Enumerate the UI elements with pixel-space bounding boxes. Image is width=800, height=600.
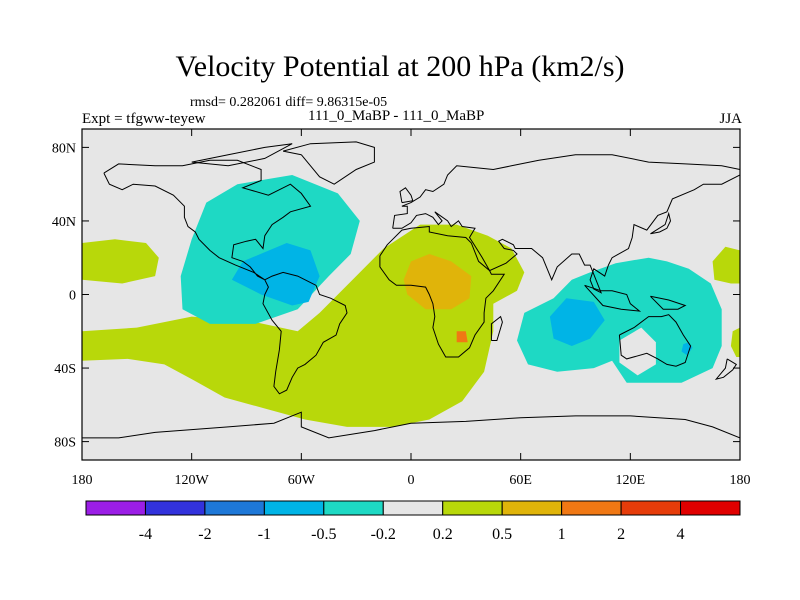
colorbar-label: -1 [258,526,271,543]
colorbar-label: -0.5 [311,526,336,543]
contour-region-pos-c [712,246,740,284]
coastline-layer [82,141,740,439]
axis-ticks [81,129,741,460]
y-tick-label: 0 [69,289,76,304]
coastline-new-zealand [714,358,738,380]
colorbar-swatch [144,500,206,516]
colorbar [85,500,741,516]
coastline-japan [650,211,672,235]
coastline-south-america [262,271,348,395]
chart-title: Velocity Potential at 200 hPa (km2/s) [175,50,625,83]
contour-region-warm-a [403,254,472,310]
colorbar-swatch [323,500,384,516]
x-tick-label: 60W [288,473,316,488]
y-tick-label: 40S [54,362,76,377]
coastline-arctic-islands [191,143,293,167]
x-tick-label: 120E [616,473,646,488]
colorbar-swatch [382,500,444,516]
colorbar-labels: -4 -2 -1 -0.5 -0.2 0.2 0.5 1 2 4 [139,526,685,543]
coastline-eurasia [392,154,740,294]
contour-region-pos-d [730,327,740,357]
colorbar-swatch [680,500,741,516]
contour-region-neg-c [231,243,320,306]
x-tick-label: 180 [72,473,93,488]
colorbar-label: 4 [677,526,685,543]
colorbar-swatch [85,500,146,516]
colorbar-label: 0.2 [433,526,453,543]
contour-fill-layer [82,175,740,427]
contour-region-neg-b [517,257,722,383]
x-tick-label: 120W [175,473,210,488]
coastline-uk [399,187,414,204]
experiment-label: Expt = tfgww-teyew [82,111,206,127]
x-tick-label: 0 [408,473,415,488]
colorbar-label: 1 [558,526,566,543]
colorbar-swatch [442,500,503,516]
coastline-new-guinea [650,295,687,310]
colorbar-label: -0.2 [371,526,396,543]
coastline-australia [618,314,692,367]
case-label: 111_0_MaBP - 111_0_MaBP [308,108,485,124]
colorbar-label: 2 [617,526,625,543]
colorbar-label: -2 [198,526,211,543]
contour-region-pos-a [82,239,159,284]
y-tick-label: 40N [52,215,76,230]
y-tick-label: 80N [52,141,76,156]
season-label: JJA [719,111,742,127]
contour-region-warm-b [456,331,468,343]
colorbar-swatch [263,500,325,516]
x-tick-label: 180 [730,473,751,488]
coastline-madagascar [490,315,503,341]
coastline-africa [379,225,506,358]
coastline-north-america [103,159,312,281]
x-tick-label: 60E [509,473,532,488]
colorbar-label: -4 [139,526,152,543]
coastline-greenland [282,141,375,185]
stats-label: rmsd= 0.282061 diff= 9.86315e-05 [190,95,388,110]
colorbar-swatch [620,500,682,516]
colorbar-swatch [501,500,563,516]
contour-region-hole-a [619,327,656,376]
colorbar-swatch [204,500,265,516]
coastline-antarctica [82,411,740,439]
y-tick-label: 80S [54,436,76,451]
colorbar-label: 0.5 [492,526,512,543]
colorbar-swatch [561,500,622,516]
contour-region-neg-d [549,298,605,346]
coastline-indonesia [584,284,642,312]
axis-tick-labels: 180 120W 60W 0 60E 120E 180 80N 40N 0 40S 80S [52,141,751,488]
